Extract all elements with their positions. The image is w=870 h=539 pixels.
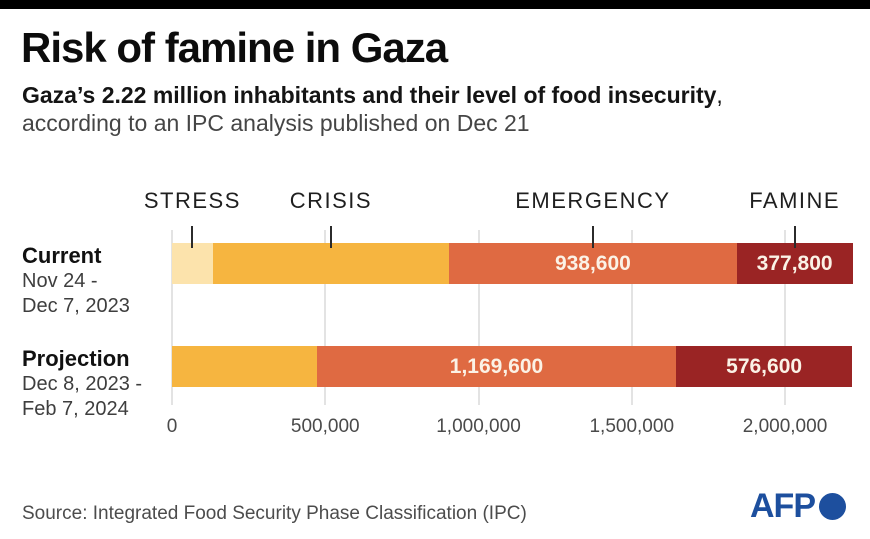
x-gridline xyxy=(784,230,786,405)
phase-label-crisis: CRISIS xyxy=(289,188,373,213)
bar-segment-current-emergency: 938,600 xyxy=(449,243,737,284)
phase-pointer-tick-crisis xyxy=(329,226,332,248)
afp-logo: AFP xyxy=(750,489,846,523)
row-name-projection: Projection xyxy=(22,346,130,371)
x-gridline xyxy=(324,230,327,405)
subtitle-line-1: Gaza’s 2.22 million inhabitants and thei… xyxy=(22,82,723,109)
page-title: Risk of famine in Gaza xyxy=(21,24,448,71)
phase-label-stress: STRESS xyxy=(143,188,241,213)
segment-value-projection-emergency: 1,169,600 xyxy=(449,355,544,378)
afp-logo-circle-icon xyxy=(819,492,846,520)
x-axis-tick-label: 500,000 xyxy=(290,416,360,437)
bar-segment-projection-emergency: 1,169,600 xyxy=(317,346,676,387)
bar-row-label-current: Current Nov 24 - Dec 7, 2023 xyxy=(22,243,130,319)
row-period-current-1: Nov 24 - xyxy=(22,270,98,292)
row-period-current-2: Dec 7, 2023 xyxy=(22,295,130,317)
row-period-projection-2: Feb 7, 2024 xyxy=(22,398,129,420)
row-period-projection-1: Dec 8, 2023 - xyxy=(22,373,143,395)
bar-segment-projection-famine: 576,600 xyxy=(675,346,853,387)
source-credit: Source: Integrated Food Security Phase C… xyxy=(22,503,527,524)
segment-value-current-famine: 377,800 xyxy=(756,252,833,275)
phase-label-famine: FAMINE xyxy=(749,188,841,213)
bar-segment-current-famine: 377,800 xyxy=(736,243,853,284)
x-gridline xyxy=(477,230,480,405)
subtitle-comma: , xyxy=(716,82,723,108)
bar-segment-current-stress xyxy=(172,243,213,284)
phase-pointer-tick-famine xyxy=(793,226,796,248)
x-axis-tick-label: 2,000,000 xyxy=(742,416,828,437)
bar-segment-projection-crisis xyxy=(172,346,318,387)
phase-pointer-tick-stress xyxy=(191,226,194,248)
phase-pointer-tick-emergency xyxy=(591,226,594,248)
subtitle-bold-text: Gaza’s 2.22 million inhabitants and thei… xyxy=(22,82,717,108)
x-axis-tick-label: 0 xyxy=(166,416,178,437)
x-gridline xyxy=(171,230,173,405)
x-axis-tick-label: 1,000,000 xyxy=(436,416,521,437)
segment-value-current-emergency: 938,600 xyxy=(554,252,631,275)
bar-row-label-projection: Projection Dec 8, 2023 - Feb 7, 2024 xyxy=(22,346,142,422)
row-name-current: Current xyxy=(22,243,102,268)
bar-segment-current-crisis xyxy=(212,243,450,284)
segment-value-projection-famine: 576,600 xyxy=(726,355,803,378)
phase-label-emergency: EMERGENCY xyxy=(515,188,671,213)
afp-logo-text: AFP xyxy=(750,487,816,525)
x-gridline xyxy=(630,230,633,405)
subtitle-line-2: according to an IPC analysis published o… xyxy=(22,110,530,136)
top-border-bar xyxy=(0,0,870,9)
x-axis-tick-label: 1,500,000 xyxy=(589,416,675,437)
